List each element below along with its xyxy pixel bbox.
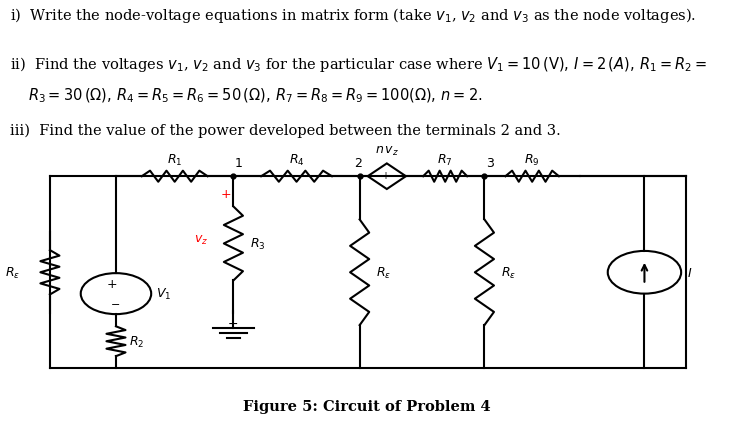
Text: $R_\varepsilon$: $R_\varepsilon$ — [5, 265, 21, 280]
Text: $R_3$: $R_3$ — [250, 236, 265, 251]
Text: −: − — [112, 299, 120, 309]
Text: Figure 5: Circuit of Problem 4: Figure 5: Circuit of Problem 4 — [243, 399, 491, 413]
Text: $R_7$: $R_7$ — [437, 153, 453, 167]
Text: 2: 2 — [355, 156, 362, 169]
Text: $R_\varepsilon$: $R_\varepsilon$ — [376, 265, 391, 280]
Text: ii)  Find the voltages $v_1$, $v_2$ and $v_3$ for the particular case where $V_1: ii) Find the voltages $v_1$, $v_2$ and $… — [10, 55, 706, 73]
Text: +: + — [381, 170, 388, 181]
Text: i)  Write the node-voltage equations in matrix form (take $v_1$, $v_2$ and $v_3$: i) Write the node-voltage equations in m… — [10, 6, 696, 25]
Text: +: + — [221, 187, 231, 200]
Text: $R_4$: $R_4$ — [288, 153, 305, 167]
Text: $R_\varepsilon$: $R_\varepsilon$ — [501, 265, 516, 280]
Text: 3: 3 — [486, 156, 493, 169]
Text: $R_1$: $R_1$ — [167, 153, 183, 167]
Text: +: + — [107, 277, 117, 290]
Text: $n\,v_z$: $n\,v_z$ — [375, 144, 399, 157]
Text: −: − — [228, 317, 239, 330]
Text: $R_3 = 30\,(\Omega),\,R_4 = R_5 = R_6 = 50\,(\Omega),\,R_7 = R_8 = R_9 = 100(\Om: $R_3 = 30\,(\Omega),\,R_4 = R_5 = R_6 = … — [28, 86, 482, 104]
Text: $R_9$: $R_9$ — [524, 153, 540, 167]
Text: $V_1$: $V_1$ — [156, 286, 172, 302]
Text: $I$: $I$ — [687, 266, 692, 279]
Text: $v_z$: $v_z$ — [194, 233, 208, 246]
Text: $R_2$: $R_2$ — [129, 334, 145, 349]
Text: iii)  Find the value of the power developed between the terminals 2 and 3.: iii) Find the value of the power develop… — [10, 124, 560, 138]
Text: 1: 1 — [235, 156, 242, 169]
